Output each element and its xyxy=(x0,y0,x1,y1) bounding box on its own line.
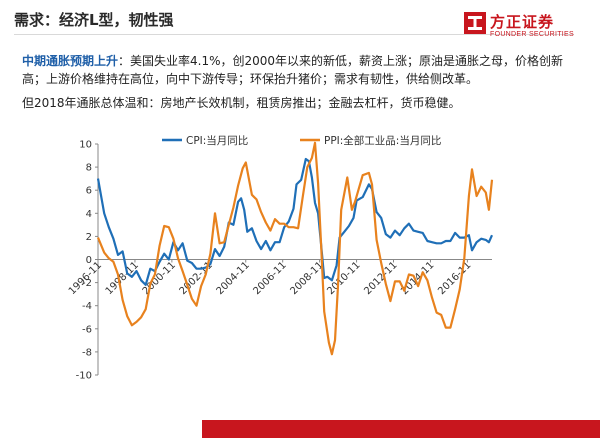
paragraph-inflation-expectation: 中期通胀预期上升：美国失业率4.1%，创2000年以来的新低，薪资上涨；原油是通… xyxy=(22,52,582,88)
y-tick-label: -10 xyxy=(76,371,92,382)
page-title: 需求：经济L型，韧性强 xyxy=(14,11,174,29)
paragraph-highlight: 中期通胀预期上升 xyxy=(22,54,119,68)
y-tick-label: 6 xyxy=(86,186,92,197)
x-tick-label: 2016-11 xyxy=(436,260,473,297)
brand-logo: 方正证券 FOUNDER SECURITIES xyxy=(464,10,586,46)
paragraph-inflation-mild: 但2018年通胀总体温和：房地产长效机制，租赁房推出；金融去杠杆，货币稳健。 xyxy=(22,96,461,110)
founder-logo-icon xyxy=(464,12,486,34)
paragraph-body: ：美国失业率4.1%，创2000年以来的新低，薪资上涨；原油是通胀之母，价格创新… xyxy=(22,54,564,86)
x-tick-label: 2004-11 xyxy=(215,260,252,297)
x-tick-label: 1998-11 xyxy=(104,260,141,297)
legend-label: PPI:全部工业品:当月同比 xyxy=(324,134,441,147)
y-tick-label: 4 xyxy=(86,209,92,220)
x-tick-label: 2006-11 xyxy=(251,260,288,297)
logo-name-en: FOUNDER SECURITIES xyxy=(490,31,574,38)
y-tick-label: -8 xyxy=(82,347,92,358)
y-tick-label: 0 xyxy=(86,255,92,266)
ppi-series-line xyxy=(96,141,494,356)
footer-accent-bar xyxy=(202,420,600,438)
y-tick-label: -2 xyxy=(82,278,92,289)
y-tick-label: 2 xyxy=(86,232,92,243)
y-tick-label: 8 xyxy=(86,163,92,174)
y-tick-label: 10 xyxy=(79,140,92,151)
y-tick-label: -6 xyxy=(82,324,92,335)
y-tick-label: -4 xyxy=(82,301,92,312)
title-divider xyxy=(14,34,574,35)
logo-name-cn: 方正证券 xyxy=(490,13,555,31)
cpi-series-line xyxy=(96,157,494,286)
x-tick-label: 2008-11 xyxy=(288,260,325,297)
x-tick-label: 2000-11 xyxy=(141,260,178,297)
legend-label: CPI:当月同比 xyxy=(186,134,248,147)
